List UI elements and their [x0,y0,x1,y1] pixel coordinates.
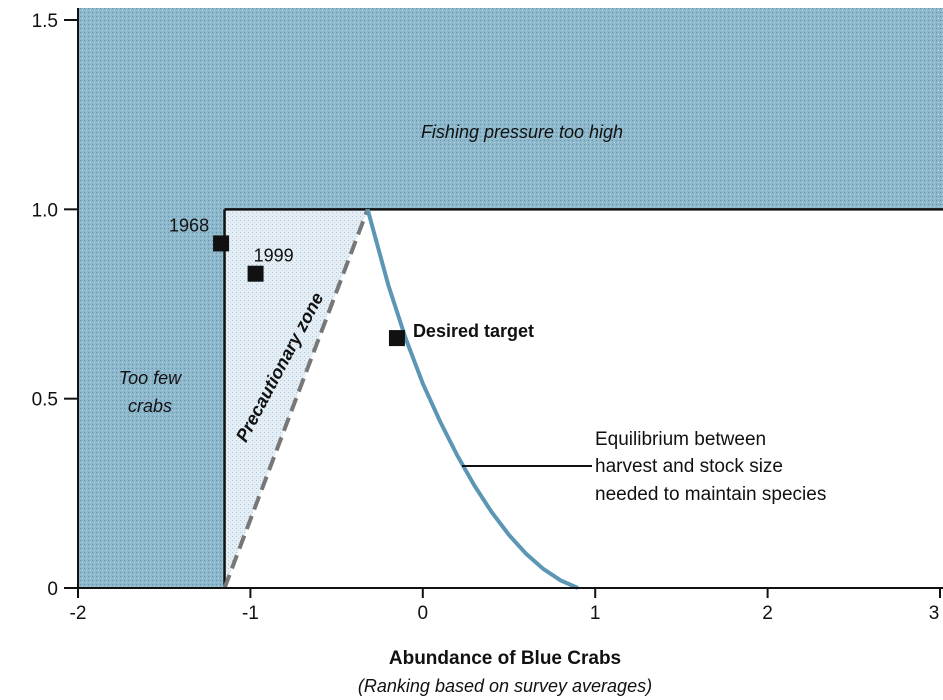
precautionary-dashed-line [222,208,370,589]
x-tick-label: 0 [418,603,429,624]
point-marker [213,235,230,252]
y-tick-label: 1.0 [32,200,58,221]
x-axis-title: Abundance of Blue Crabs [389,648,621,669]
x-tick-label: 3 [929,603,940,624]
axis-ticks: -2 -1 0 1 2 3 0 0.5 1.0 1.5 [32,11,941,624]
y-tick-label: 1.5 [32,11,58,32]
data-points: 1968 1999 Desired target [169,215,534,347]
y-tick-label: 0.5 [32,390,58,411]
point-label: 1999 [254,246,294,266]
point-label: Desired target [413,321,534,341]
point-marker [247,265,264,282]
callout-line-3: needed to maintain species [595,484,826,505]
callout-line-1: Equilibrium between [595,429,766,450]
x-axis-subtitle: (Ranking based on survey averages) [358,676,652,696]
label-too-few-crabs-line2: crabs [128,396,172,416]
label-too-few-crabs-line1: Too few [119,368,182,388]
x-tick-label: 1 [590,603,601,624]
y-tick-label: 0 [47,579,58,600]
region-fishing-pressure-too-high [78,8,943,588]
point-label: 1968 [169,215,209,235]
callout-line-2: harvest and stock size [595,456,783,477]
x-tick-label: 2 [762,603,773,624]
label-fishing-pressure-too-high: Fishing pressure too high [421,122,623,142]
x-tick-label: -2 [70,603,87,624]
equilibrium-curve [365,208,579,590]
x-tick-label: -1 [242,603,259,624]
region-too-few-crabs [78,209,225,589]
point-marker [388,330,405,347]
